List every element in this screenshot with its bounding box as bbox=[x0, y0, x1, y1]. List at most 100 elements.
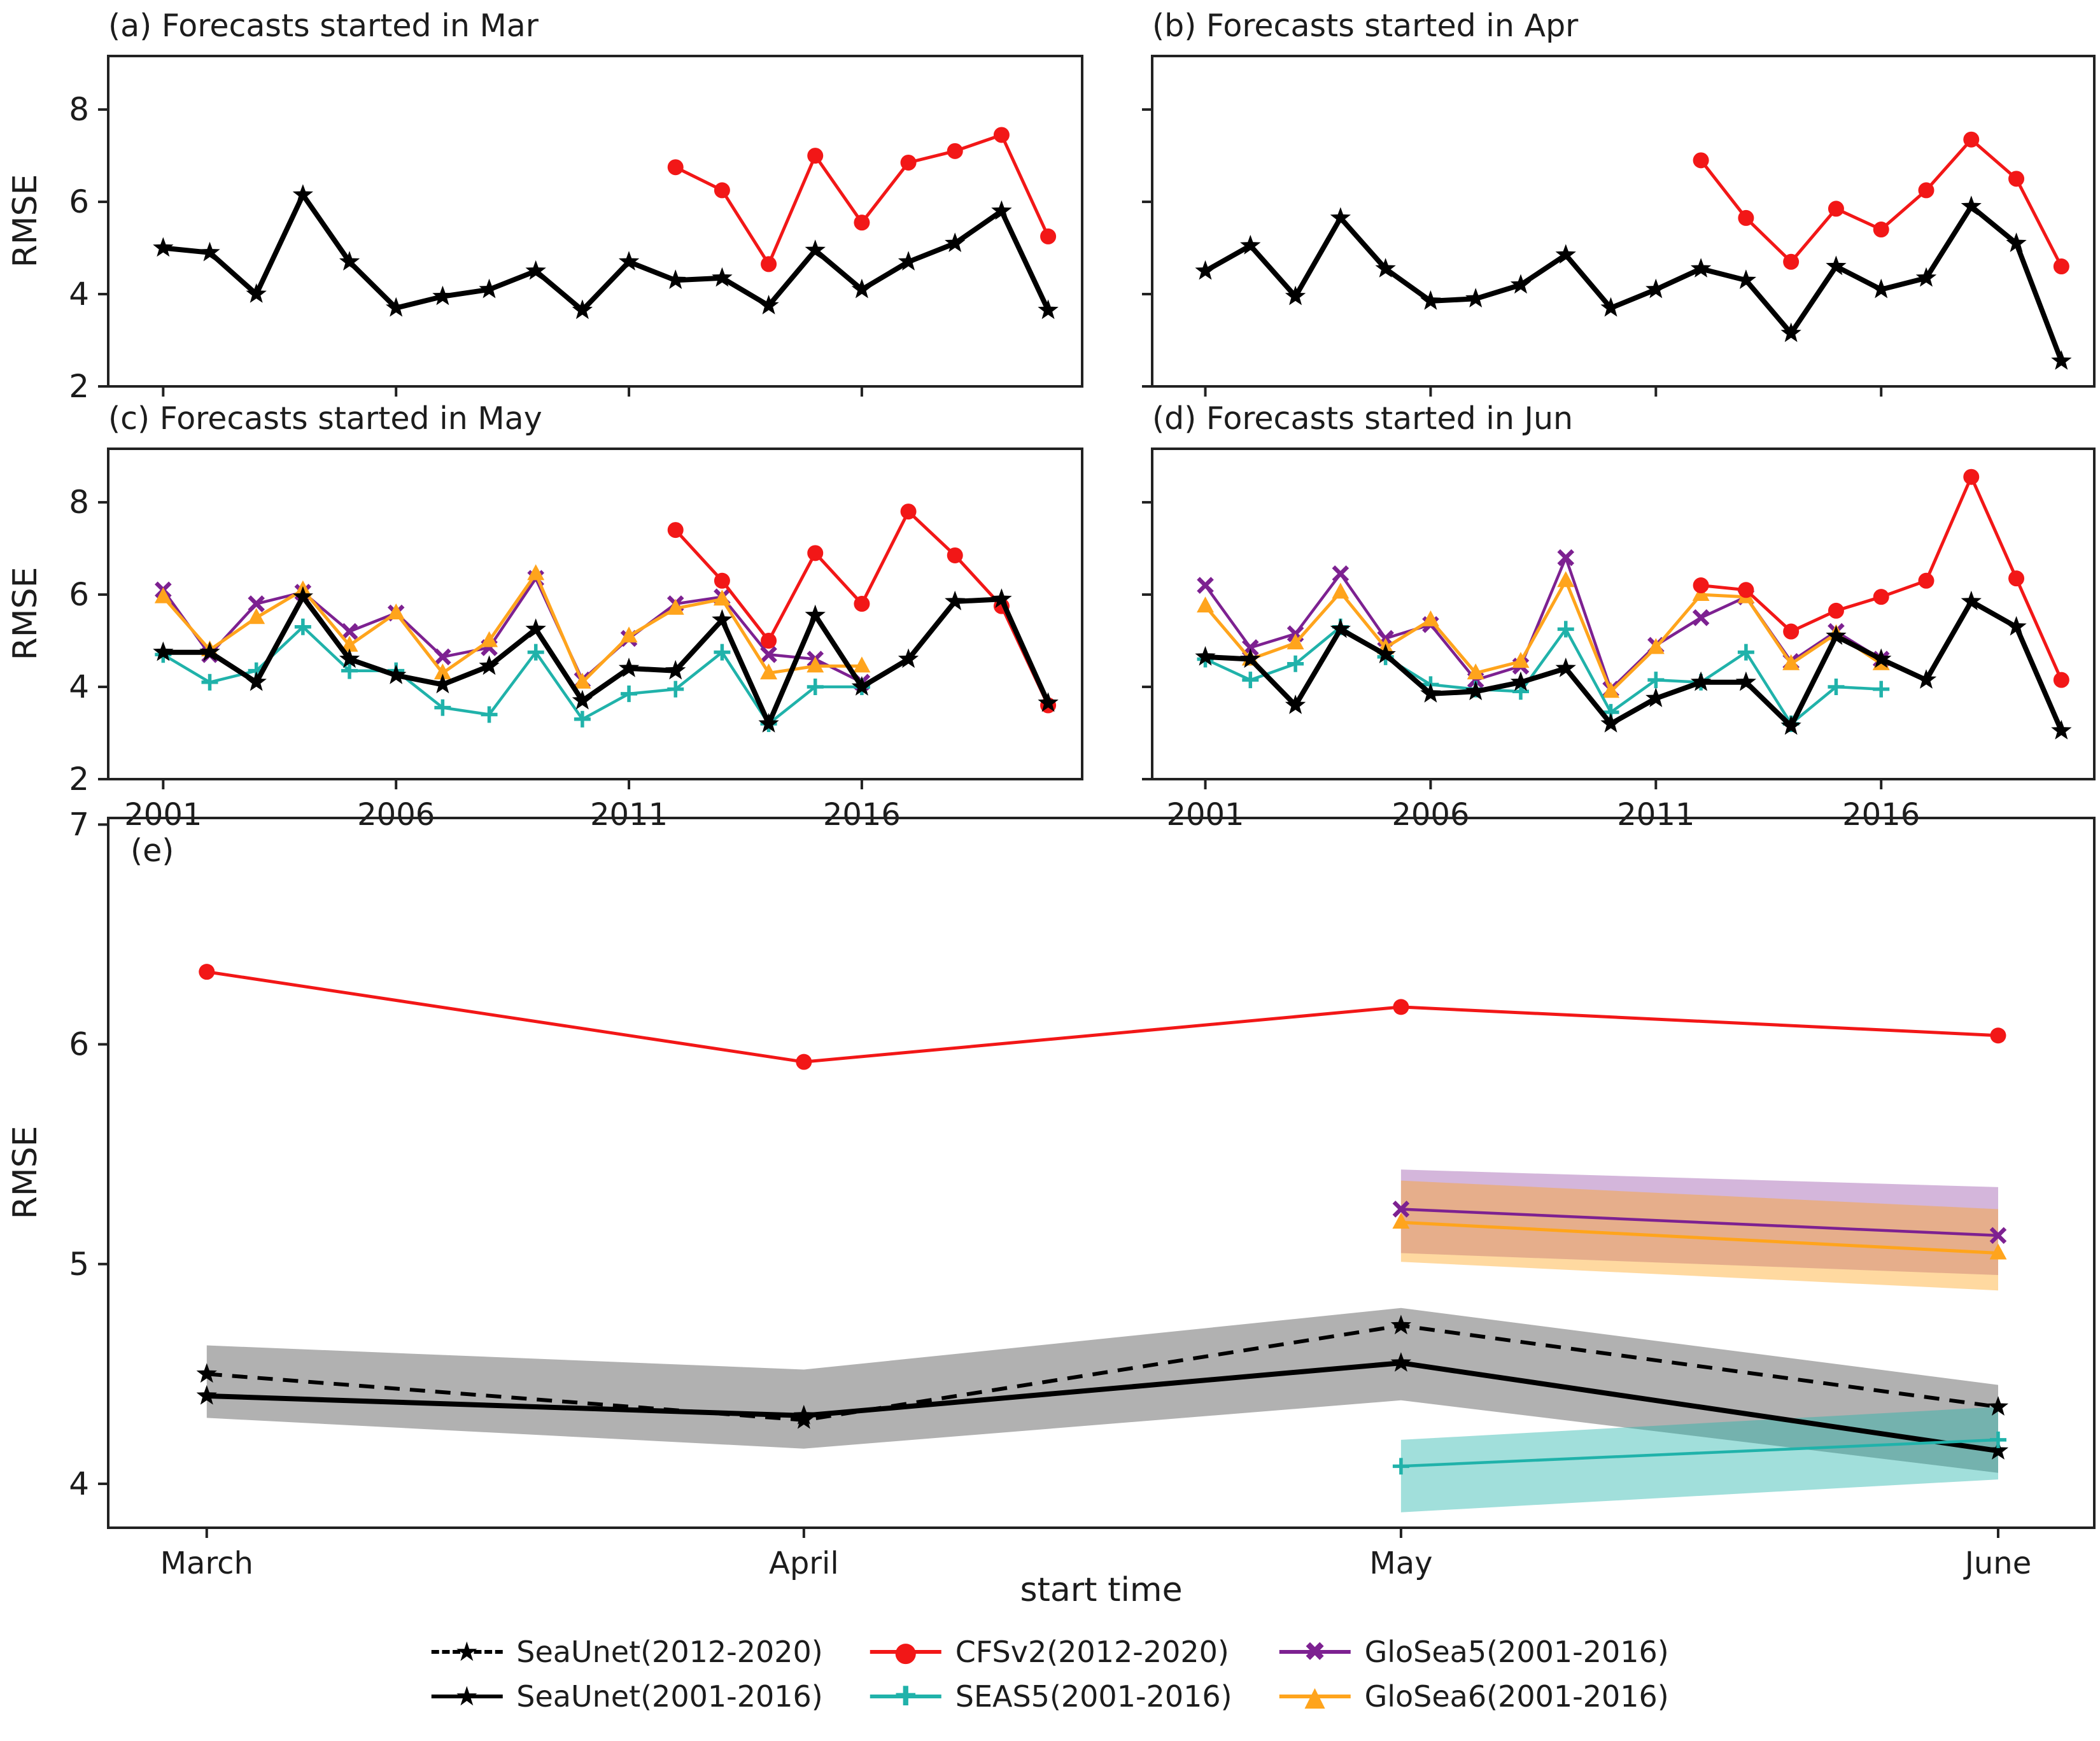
series-cfsv2-2012-2020-marker bbox=[1990, 1027, 2006, 1044]
series-cfsv2-2012-2020-marker bbox=[796, 1054, 812, 1070]
tick-label: May bbox=[1369, 1546, 1432, 1581]
series-seaunet-2001-2016-marker bbox=[196, 1385, 217, 1405]
legend: ★ SeaUnet(2012-2020) ● CFSv2(2012-2020) … bbox=[431, 1635, 1669, 1714]
series-seaunet-marker bbox=[479, 278, 500, 299]
series-seaunet-marker bbox=[386, 664, 407, 684]
series-cfsv2-2012-2020-marker bbox=[1783, 623, 1800, 640]
series-glosea6-2001-2016-line bbox=[1400, 1220, 1999, 1255]
series-seaunet-marker bbox=[386, 297, 407, 317]
series-seas5-2001-2016-marker bbox=[1392, 1458, 1409, 1475]
circle-icon: ● bbox=[894, 1636, 918, 1667]
legend-item-glosea5: ✖ GloSea5(2001-2016) bbox=[1279, 1635, 1669, 1669]
legend-line-solid bbox=[431, 1695, 503, 1698]
tick-label: 8 bbox=[69, 91, 89, 128]
legend-item-cfsv2: ● CFSv2(2012-2020) bbox=[870, 1635, 1232, 1669]
series-glosea6-2001-2016-marker bbox=[1421, 610, 1439, 626]
series-seas5-2001-2016-marker bbox=[294, 618, 311, 635]
series-cfsv2-2012-2020-marker bbox=[1873, 222, 1889, 238]
series-cfsv2-2012-2020-marker bbox=[2008, 570, 2025, 587]
series-seas5-2001-2016-marker bbox=[667, 680, 684, 698]
series-cfsv2-2012-2020-marker bbox=[1693, 577, 1709, 594]
series-cfsv2-2012-2020-marker bbox=[714, 182, 730, 199]
series-seaunet-marker bbox=[991, 200, 1012, 220]
series-seaunet-marker bbox=[1420, 290, 1441, 310]
tick-label: March bbox=[160, 1546, 253, 1581]
tick-label: 4 bbox=[69, 1465, 89, 1502]
series-glosea5-2001-2016-marker bbox=[341, 623, 358, 640]
series-cfsv2-2012-2020-marker bbox=[2053, 672, 2069, 688]
series-seaunet-marker bbox=[432, 285, 453, 306]
series-seaunet-marker bbox=[758, 713, 779, 733]
series-glosea5-2001-2016-marker bbox=[760, 645, 777, 663]
legend-line-solid bbox=[1279, 1650, 1351, 1654]
series-seaunet-marker bbox=[1375, 644, 1396, 663]
tick-label: 6 bbox=[69, 576, 89, 613]
series-seas5-2001-2016-marker bbox=[1737, 644, 1754, 661]
series-cfsv2-2012-2020-marker bbox=[900, 154, 917, 171]
series-seaunet-line bbox=[1205, 598, 2064, 732]
panel-c: 2001 2006 2011 2016 2 4 6 8 bbox=[69, 448, 1083, 833]
y-axis-label-e: RMSE bbox=[6, 1125, 45, 1220]
series-seaunet-marker bbox=[1735, 269, 1756, 289]
series-cfsv2-2012-2020-marker bbox=[947, 547, 963, 563]
series-glosea6-2001-2016-marker bbox=[481, 631, 498, 647]
series-glosea5-2001-2016-line bbox=[162, 577, 863, 684]
series-glosea6-2001-2016-marker bbox=[1602, 682, 1620, 698]
series-cfsv2-2012-2020-marker bbox=[900, 504, 917, 520]
series-seaunet-marker bbox=[572, 299, 593, 320]
tick-label: 6 bbox=[69, 1026, 89, 1063]
series-glosea6-2001-2016-marker bbox=[1989, 1243, 2007, 1260]
legend-item-glosea6: ▲ GloSea6(2001-2016) bbox=[1279, 1679, 1669, 1714]
series-seaunet-marker bbox=[1510, 671, 1532, 691]
series-seaunet-marker bbox=[1645, 687, 1667, 707]
legend-swatch-cfsv2: ● bbox=[870, 1638, 941, 1666]
panel-c-title: (c) Forecasts started in May bbox=[108, 400, 542, 437]
series-seaunet-2001-2016-marker bbox=[1987, 1440, 2009, 1460]
series-seaunet-marker bbox=[199, 641, 220, 661]
axes-box-d bbox=[1151, 448, 2096, 780]
series-seaunet-marker bbox=[1195, 645, 1216, 666]
axes-box-a bbox=[107, 55, 1083, 388]
series-seas5-2001-2016-marker bbox=[714, 644, 731, 661]
tick-label: April bbox=[769, 1546, 839, 1581]
panel-d: 2001 2006 2011 2016 bbox=[1142, 448, 2096, 833]
series-cfsv2-2012-2020-marker bbox=[761, 633, 777, 649]
series-seas5-2001-2016-band bbox=[1400, 1407, 1998, 1512]
series-seaunet-marker bbox=[1826, 625, 1847, 645]
series-cfsv2-2012-2020-marker bbox=[1963, 131, 1980, 148]
legend-swatch-seas5: ✚ bbox=[870, 1682, 941, 1710]
series-glosea5-2001-2016-marker bbox=[1989, 1227, 2007, 1244]
series-seaunet-marker bbox=[665, 659, 686, 680]
series-cfsv2-2012-2020-marker bbox=[947, 143, 963, 159]
series-glosea6-2001-2016-line bbox=[1204, 579, 1882, 693]
series-cfsv2-2012-2020-marker bbox=[807, 148, 824, 164]
series-glosea6-2001-2016-marker bbox=[1467, 663, 1484, 680]
series-seaunet-marker bbox=[758, 295, 779, 314]
tick-label: 2001 bbox=[124, 797, 202, 833]
series-glosea6-2001-2016-marker bbox=[574, 672, 591, 689]
series-glosea6-2001-2016-marker bbox=[527, 564, 545, 581]
series-seaunet-marker bbox=[199, 241, 220, 262]
series-seaunet-2012-2020-marker bbox=[196, 1363, 217, 1383]
legend-swatch-glosea6: ▲ bbox=[1279, 1682, 1351, 1710]
series-seaunet-marker bbox=[2006, 232, 2027, 252]
series-seas5-2001-2016-line bbox=[162, 625, 862, 726]
series-seaunet-marker bbox=[805, 239, 826, 259]
legend-label: GloSea5(2001-2016) bbox=[1364, 1635, 1669, 1669]
series-seaunet-marker bbox=[1780, 715, 1801, 735]
legend-item-seaunet-2001-2016: ★ SeaUnet(2001-2016) bbox=[431, 1679, 823, 1714]
series-cfsv2-2012-2020-marker bbox=[1873, 589, 1889, 605]
series-cfsv2-2012-2020-marker bbox=[1783, 253, 1800, 270]
series-seaunet-marker bbox=[1690, 671, 1712, 691]
series-cfsv2-2012-2020-line bbox=[675, 133, 1050, 266]
series-glosea6-2001-2016-marker bbox=[1512, 652, 1530, 668]
tick-label: 5 bbox=[69, 1246, 89, 1283]
series-seaunet-marker bbox=[339, 251, 360, 271]
series-cfsv2-2012-2020-line bbox=[1700, 137, 2063, 267]
legend-label: SEAS5(2001-2016) bbox=[955, 1679, 1232, 1714]
panel-e: March April May June 4 5 6 7 bbox=[69, 806, 2096, 1581]
legend-item-seaunet-2012-2020: ★ SeaUnet(2012-2020) bbox=[431, 1635, 823, 1669]
series-seaunet-marker bbox=[618, 251, 640, 271]
series-cfsv2-2012-2020-marker bbox=[1963, 469, 1980, 485]
series-cfsv2-2012-2020-marker bbox=[854, 215, 870, 231]
